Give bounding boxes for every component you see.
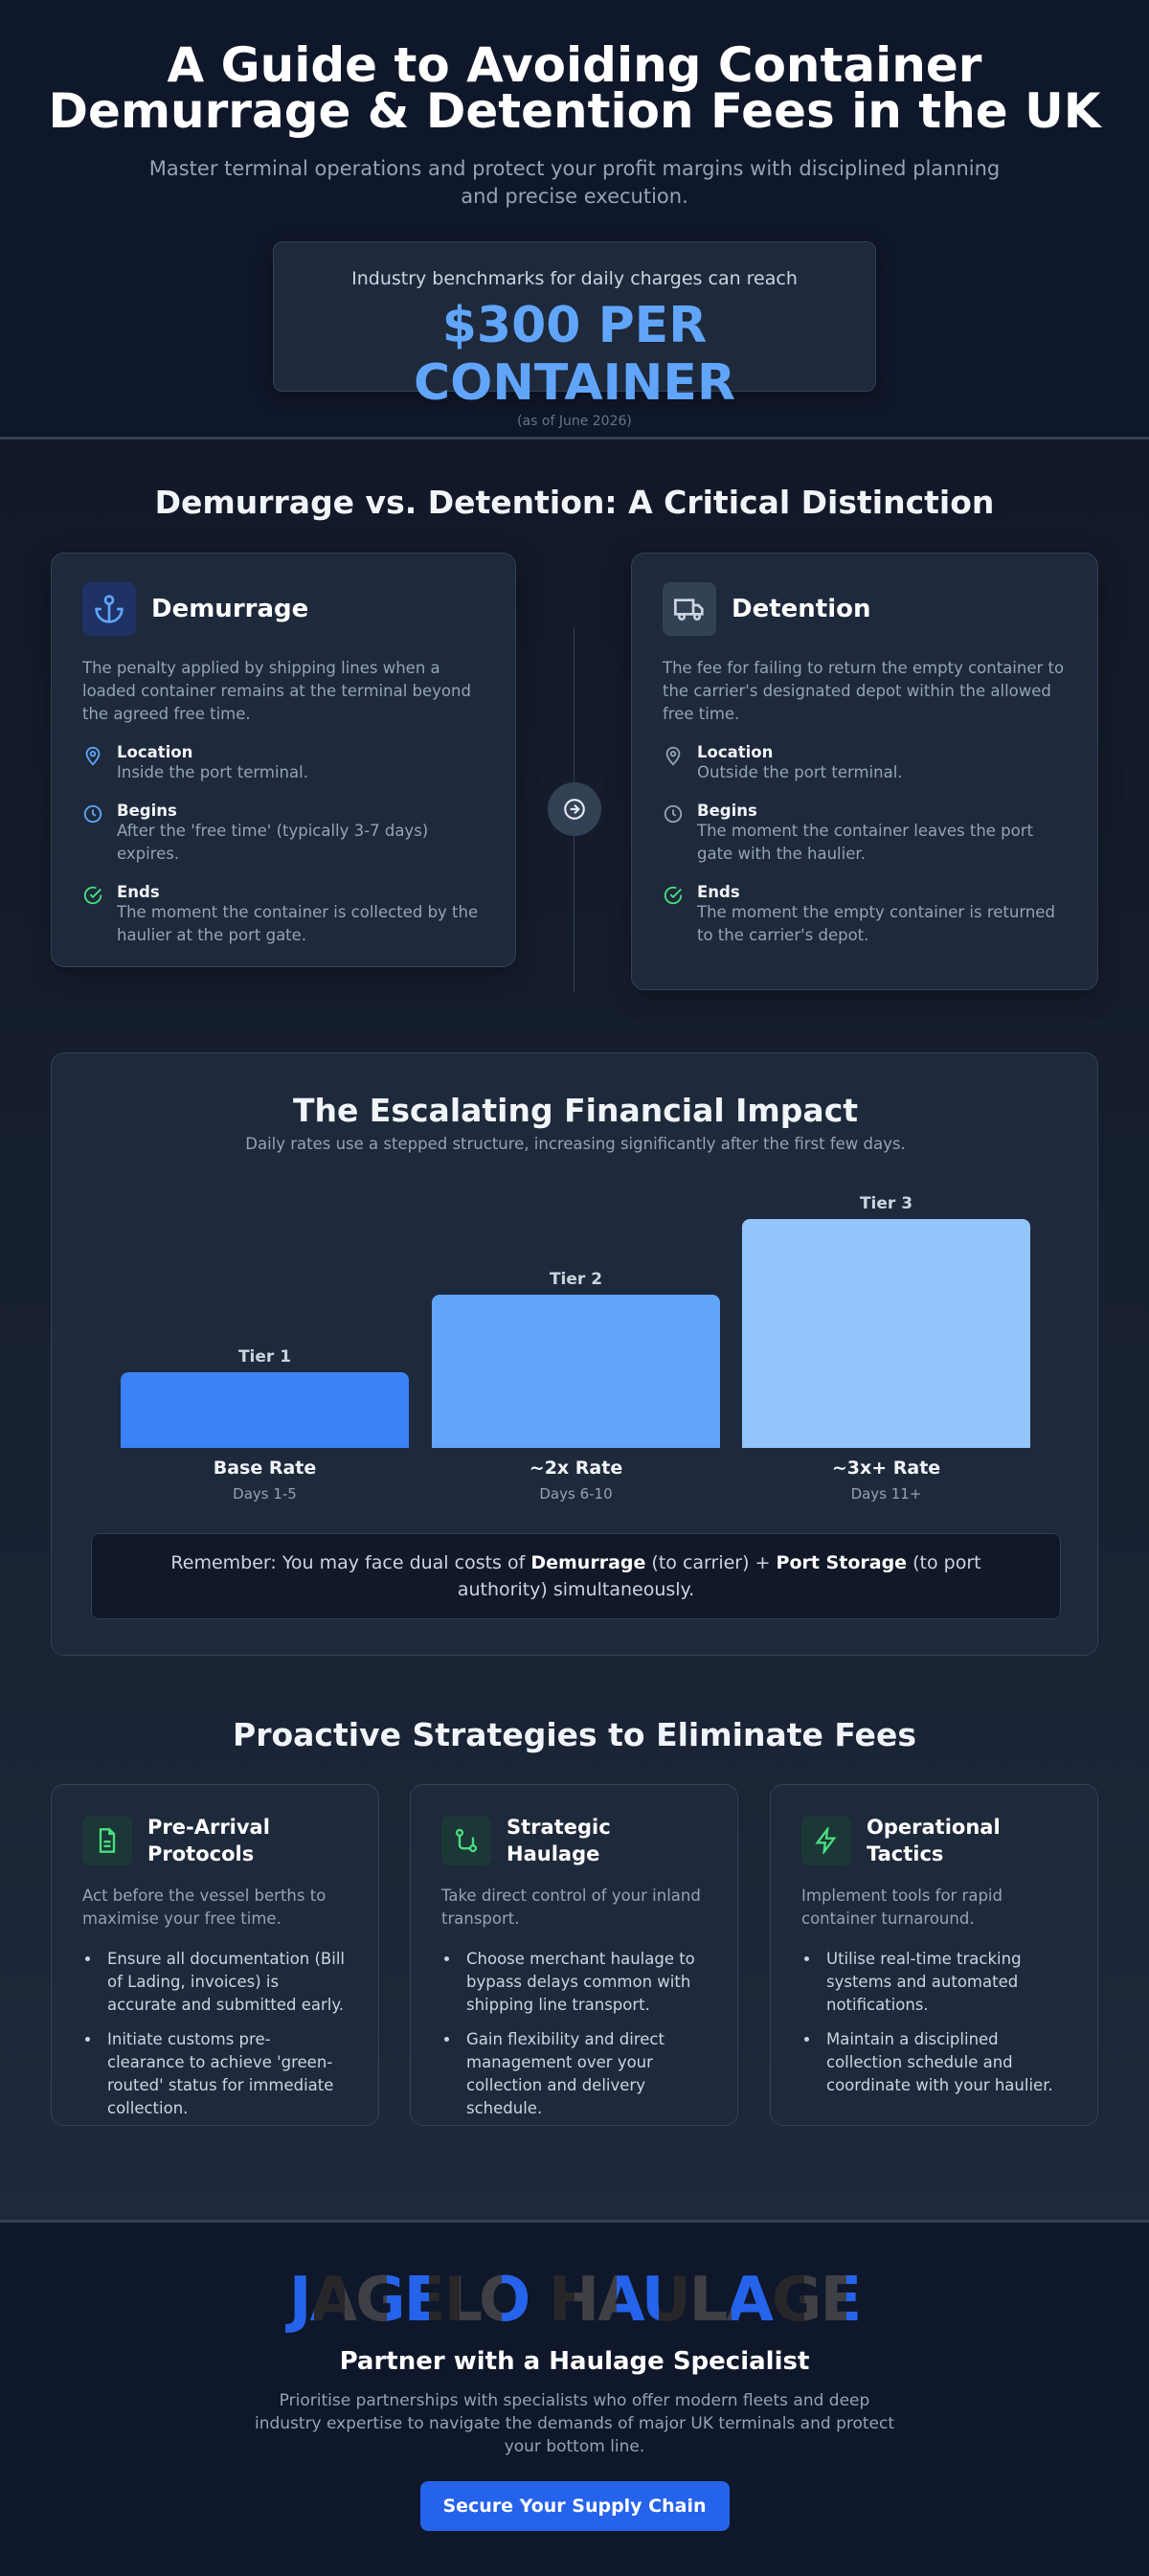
bullet: Gain flexibility and direct management o…: [461, 2028, 707, 2120]
impact-panel: The Escalating Financial Impact Daily ra…: [51, 1052, 1098, 1656]
item-label: Begins: [117, 802, 177, 820]
arrow-icon: [548, 782, 601, 836]
bullet-list: Ensure all documentation (Bill of Lading…: [82, 1948, 348, 2120]
impact-title: The Escalating Financial Impact: [292, 1092, 859, 1129]
card-item: Location Inside the port terminal.: [82, 743, 484, 784]
footer-heading: Partner with a Haulage Specialist: [339, 2347, 810, 2376]
footer: JAGELO HAULAGE Partner with a Haulage Sp…: [0, 2220, 1149, 2576]
bullet: Maintain a disciplined collection schedu…: [821, 2028, 1067, 2097]
card-item: Location Outside the port terminal.: [663, 743, 1067, 784]
card-header: Pre-Arrival Protocols: [82, 1814, 348, 1867]
note-text: Remember: You may face dual costs of: [170, 1552, 531, 1573]
item-text: Inside the port terminal.: [117, 763, 308, 781]
tier-rate: Base Rate: [213, 1457, 317, 1479]
benchmark-intro: Industry benchmarks for daily charges ca…: [351, 268, 798, 289]
card-item: Ends The moment the container is collecte…: [82, 883, 484, 947]
note-emphasis: Demurrage: [530, 1552, 646, 1573]
card-item: Begins The moment the container leaves th…: [663, 802, 1067, 866]
note-emphasis: Port Storage: [776, 1552, 908, 1573]
route-icon: [441, 1816, 491, 1865]
bullet-list: Utilise real-time tracking systems and a…: [801, 1948, 1067, 2097]
truck-icon: [663, 582, 716, 636]
impact-note: Remember: You may face dual costs of Dem…: [91, 1533, 1061, 1619]
card-header: Demurrage: [82, 582, 484, 636]
bullet: Utilise real-time tracking systems and a…: [821, 1948, 1067, 2017]
item-text: Outside the port terminal.: [697, 763, 903, 781]
demurrage-card: Demurrage The penalty applied by shippin…: [51, 553, 516, 967]
tier-bar: [121, 1372, 409, 1448]
detention-card: Detention The fee for failing to return …: [631, 553, 1098, 990]
card-header: Detention: [663, 582, 1067, 636]
tier-days: Days 6-10: [539, 1485, 613, 1503]
document-icon: [82, 1816, 132, 1865]
card-item: Begins After the 'free time' (typically 3…: [82, 802, 484, 866]
tier-bar: [742, 1219, 1030, 1448]
footer-text: Prioritise partnerships with specialists…: [254, 2391, 895, 2456]
cta-button[interactable]: Secure Your Supply Chain: [419, 2481, 730, 2531]
impact-subtitle: Daily rates use a stepped structure, inc…: [245, 1135, 906, 1153]
strategy-card: Strategic Haulage Take direct control of…: [410, 1784, 738, 2126]
card-description: Take direct control of your inland trans…: [441, 1887, 701, 1928]
bullet: Initiate customs pre-clearance to achiev…: [101, 2028, 348, 2120]
card-description: The fee for failing to return the empty …: [663, 659, 1065, 723]
section-title: Demurrage vs. Detention: A Critical Dist…: [154, 484, 995, 521]
item-label: Begins: [697, 802, 757, 820]
subtitle: Master terminal operations and protect y…: [148, 157, 1001, 208]
item-label: Ends: [117, 883, 160, 901]
tier-label: Tier 1: [237, 1347, 292, 1367]
bullet: Choose merchant haulage to bypass delays…: [461, 1948, 707, 2017]
tier-bar: [432, 1295, 720, 1448]
tier-days: Days 11+: [850, 1485, 922, 1503]
benchmark-note: (as of June 2026): [517, 414, 632, 429]
card-title: Detention: [732, 595, 871, 623]
benchmark-amount: $300 PER CONTAINER: [414, 297, 735, 412]
strategies-title: Proactive Strategies to Eliminate Fees: [233, 1716, 916, 1753]
header: A Guide to Avoiding Container Demurrage …: [0, 0, 1149, 440]
item-label: Location: [697, 743, 774, 761]
card-description: Implement tools for rapid container turn…: [801, 1887, 1003, 1928]
card-description: The penalty applied by shipping lines wh…: [82, 659, 471, 723]
item-text: After the 'free time' (typically 3-7 day…: [117, 822, 429, 863]
item-text: The moment the container is collected by…: [117, 903, 479, 944]
card-title: Demurrage: [151, 595, 309, 623]
card-title: Pre-Arrival Protocols: [147, 1816, 270, 1865]
main: Demurrage vs. Detention: A Critical Dist…: [0, 440, 1149, 2220]
logo: JAGELO HAULAGE: [0, 2267, 1149, 2334]
item-label: Location: [117, 743, 193, 761]
tier-label: Tier 2: [549, 1270, 603, 1289]
tier-days: Days 1-5: [233, 1485, 297, 1503]
card-description: Act before the vessel berths to maximise…: [82, 1887, 327, 1928]
bullet-list: Choose merchant haulage to bypass delays…: [441, 1948, 707, 2120]
page-title: A Guide to Avoiding Container Demurrage …: [48, 37, 1101, 139]
anchor-icon: [82, 582, 136, 636]
tier-rate: ~2x Rate: [529, 1457, 623, 1479]
item-text: The moment the container leaves the port…: [697, 822, 1033, 863]
bullet: Ensure all documentation (Bill of Lading…: [101, 1948, 348, 2017]
note-text: (to port authority) simultaneously.: [457, 1552, 981, 1600]
item-text: The moment the empty container is return…: [697, 903, 1055, 944]
card-header: Operational Tactics: [801, 1814, 1067, 1867]
note-text: (to carrier) +: [645, 1552, 777, 1573]
card-title: Strategic Haulage: [507, 1816, 611, 1865]
strategy-card: Operational Tactics Implement tools for …: [770, 1784, 1098, 2126]
benchmark-box: Industry benchmarks for daily charges ca…: [273, 241, 876, 429]
tier-rate: ~3x+ Rate: [831, 1457, 941, 1479]
bolt-icon: [801, 1816, 851, 1865]
tier-label: Tier 3: [859, 1194, 913, 1213]
card-item: Ends The moment the empty container is re…: [663, 883, 1067, 947]
item-label: Ends: [697, 883, 740, 901]
card-header: Strategic Haulage: [441, 1814, 707, 1867]
strategy-card: Pre-Arrival Protocols Act before the ves…: [51, 1784, 379, 2126]
card-title: Operational Tactics: [867, 1816, 1001, 1865]
